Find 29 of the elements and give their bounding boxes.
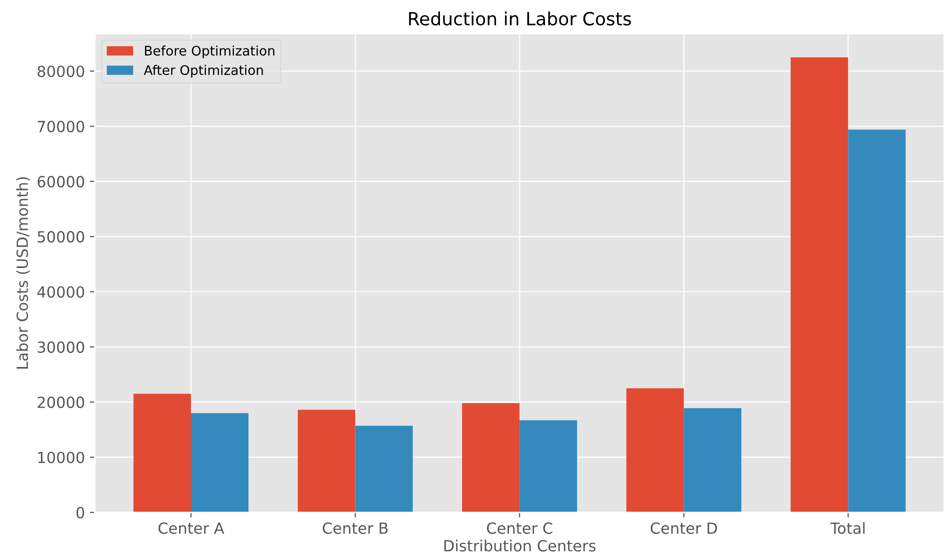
y-tick-label: 40000 <box>37 286 84 298</box>
bar <box>848 130 906 512</box>
bar <box>520 420 578 512</box>
bar <box>626 388 684 512</box>
x-tick-label: Center C <box>486 522 552 534</box>
y-tick-label: 20000 <box>38 396 84 408</box>
bar <box>790 57 848 512</box>
y-tick-label: 80000 <box>38 66 84 78</box>
bar <box>684 408 742 512</box>
x-tick-label: Center A <box>158 522 224 534</box>
bar <box>134 394 192 512</box>
x-tick-label: Center D <box>650 522 717 534</box>
y-axis-title: Labor Costs (USD/month) <box>16 177 30 369</box>
y-tick-label: 60000 <box>38 176 84 188</box>
y-tick-label: 30000 <box>38 341 84 353</box>
y-tick-label: 70000 <box>38 120 84 132</box>
y-tick-label: 10000 <box>38 452 84 464</box>
bar <box>298 410 356 512</box>
legend-label: Before Optimization <box>145 45 274 58</box>
bar <box>191 413 249 512</box>
chart-title: Reduction in Labor Costs <box>409 12 631 26</box>
bar <box>355 426 413 512</box>
y-tick-label: 0 <box>76 506 84 518</box>
y-tick-label: 50000 <box>38 231 84 243</box>
x-tick-label: Center B <box>322 522 388 534</box>
x-tick-label: Total <box>830 522 865 534</box>
legend-label: After Optimization <box>144 64 263 78</box>
x-axis-title: Distribution Centers <box>444 540 596 552</box>
bar <box>462 403 520 512</box>
